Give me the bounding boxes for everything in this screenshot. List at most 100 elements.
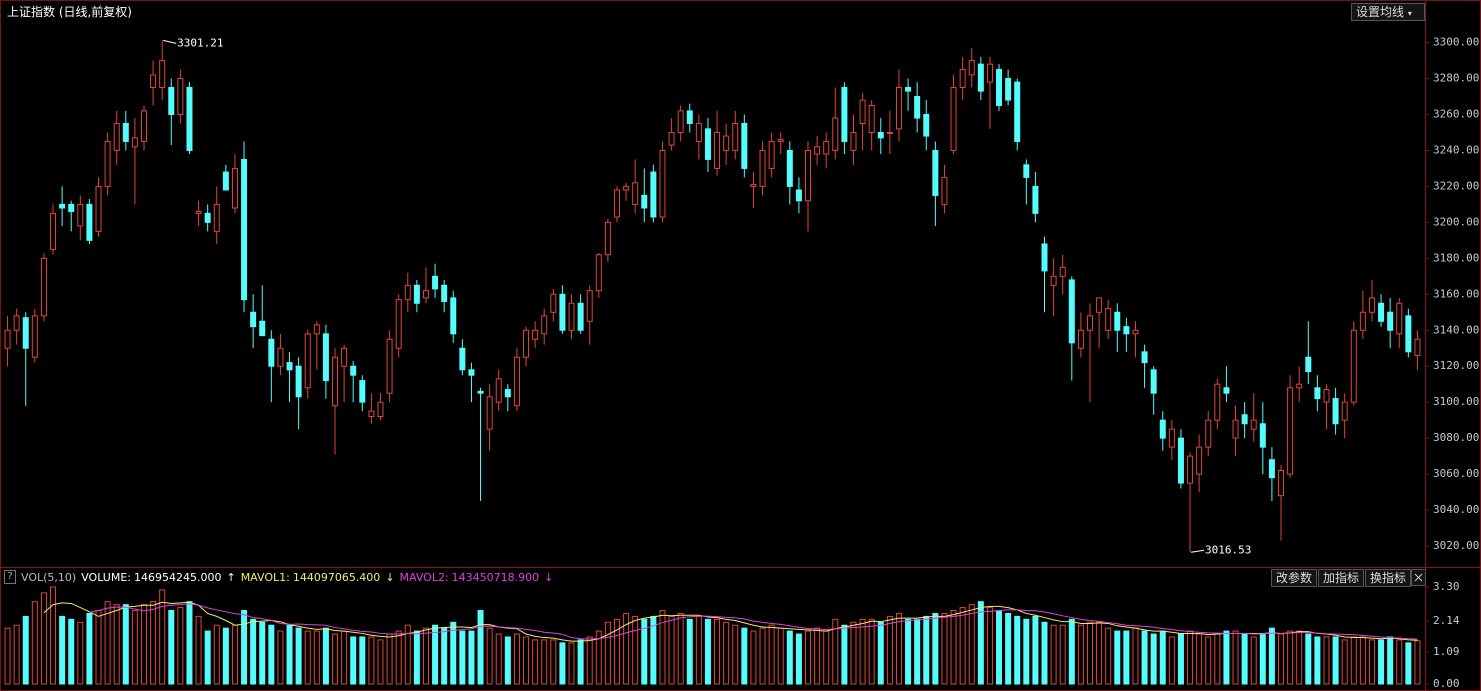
volume-bar <box>1150 633 1157 685</box>
candle-body <box>40 257 47 317</box>
volume-bar <box>968 604 975 685</box>
volume-bar <box>905 618 912 685</box>
candle-body <box>1350 329 1357 403</box>
ma-label: MAVOL2: <box>399 570 449 584</box>
candle-body <box>477 390 484 394</box>
candle-body <box>859 99 866 124</box>
volume-bar <box>568 642 575 685</box>
volume-bar <box>113 604 120 685</box>
volume-bar <box>1341 639 1348 685</box>
volume-bar <box>1159 630 1166 685</box>
candle-body <box>814 146 821 155</box>
candle-body <box>1296 383 1303 389</box>
volume-bar <box>1050 624 1057 685</box>
volume-bar <box>877 621 884 685</box>
candle-body <box>1041 243 1048 272</box>
chart-title: 上证指数 (日线,前复权) <box>7 5 132 19</box>
y-tick-label: 3220.00 <box>1433 179 1479 192</box>
volume-bar <box>786 630 793 685</box>
candle-body <box>4 329 11 349</box>
candle-body <box>504 389 511 398</box>
volume-bar <box>1314 636 1321 685</box>
indicator-button[interactable]: 换指标 <box>1365 569 1412 587</box>
y-tick-label: 0.00 <box>1433 677 1460 690</box>
volume-bar <box>377 639 384 685</box>
volume-bar <box>1232 630 1239 685</box>
volume-bar <box>1096 621 1103 685</box>
volume-bar <box>50 586 57 685</box>
indicator-button[interactable]: 加指标 <box>1318 569 1365 587</box>
volume-bar <box>140 604 147 685</box>
volume-bar <box>222 627 229 685</box>
candle-body <box>86 203 93 241</box>
volume-bar <box>22 615 29 685</box>
volume-bar <box>204 630 211 685</box>
ma-label: MAVOL1: <box>240 570 290 584</box>
indicator-button[interactable]: 改参数 <box>1271 569 1318 587</box>
candle-body <box>977 63 984 92</box>
candle-body <box>1187 455 1194 484</box>
candle-body <box>641 194 648 209</box>
volume-readout: ? VOL(5,10) VOLUME: 146954245.000 ↑ MAVOL… <box>4 569 553 585</box>
help-button[interactable]: ? <box>4 570 16 584</box>
volume-bar <box>1278 633 1285 685</box>
candle-body <box>13 315 20 331</box>
candle-body <box>1314 387 1321 400</box>
candle-body <box>604 221 611 256</box>
annotation-arrow <box>1190 549 1205 553</box>
volume-bar <box>741 627 748 685</box>
candle-body <box>350 365 357 376</box>
volume-bar <box>1396 639 1403 685</box>
volume-bar <box>368 636 375 685</box>
volume-bar <box>1350 636 1357 685</box>
candle-body <box>1205 419 1212 448</box>
volume-bar <box>1023 618 1030 685</box>
volume-bar <box>1223 630 1230 685</box>
ma-line <box>89 603 1418 640</box>
volume-bar <box>395 630 402 685</box>
volume-bar <box>1114 630 1121 685</box>
volume-bar <box>231 624 238 685</box>
y-tick-label: 3240.00 <box>1433 143 1479 156</box>
readout-value: 146954245.000 <box>133 570 222 584</box>
volume-bar <box>268 624 275 685</box>
candle-body <box>1250 419 1257 430</box>
candle-body <box>213 203 220 232</box>
volume-bar <box>1123 630 1130 685</box>
candle-body <box>1241 414 1248 425</box>
volume-bar <box>1268 627 1275 685</box>
ma-button[interactable]: 设置均线 ▾ <box>1351 3 1425 21</box>
candle-body <box>131 137 138 148</box>
volume-bar <box>677 612 684 685</box>
candle-body <box>241 158 248 301</box>
candle-body <box>295 365 302 398</box>
volume-bar <box>1059 624 1066 685</box>
ma-arrow: ↓ <box>385 570 395 584</box>
ma-arrow: ↓ <box>544 570 554 584</box>
candle-body <box>623 185 630 191</box>
volume-bar <box>750 630 757 685</box>
volume-bar <box>295 627 302 685</box>
candle-body <box>1405 315 1412 353</box>
y-tick-label: 3100.00 <box>1433 395 1479 408</box>
candle-body <box>832 117 839 151</box>
candle-body <box>1077 329 1084 349</box>
candle-body <box>231 167 238 209</box>
candle-body <box>31 315 38 358</box>
volume-bar <box>504 636 511 685</box>
candle-body <box>395 299 402 349</box>
volume-bar <box>150 601 157 685</box>
ma-value: 144097065.400 <box>292 570 381 584</box>
candle-body <box>877 131 884 139</box>
candle-body <box>923 113 930 137</box>
candle-body <box>932 149 939 196</box>
candle-body <box>468 369 475 376</box>
annotation-label: 3016.53 <box>1205 543 1251 556</box>
close-button[interactable] <box>1411 569 1427 587</box>
candle-body <box>550 293 557 313</box>
volume-bar <box>1032 615 1039 685</box>
volume-bar <box>577 639 584 685</box>
